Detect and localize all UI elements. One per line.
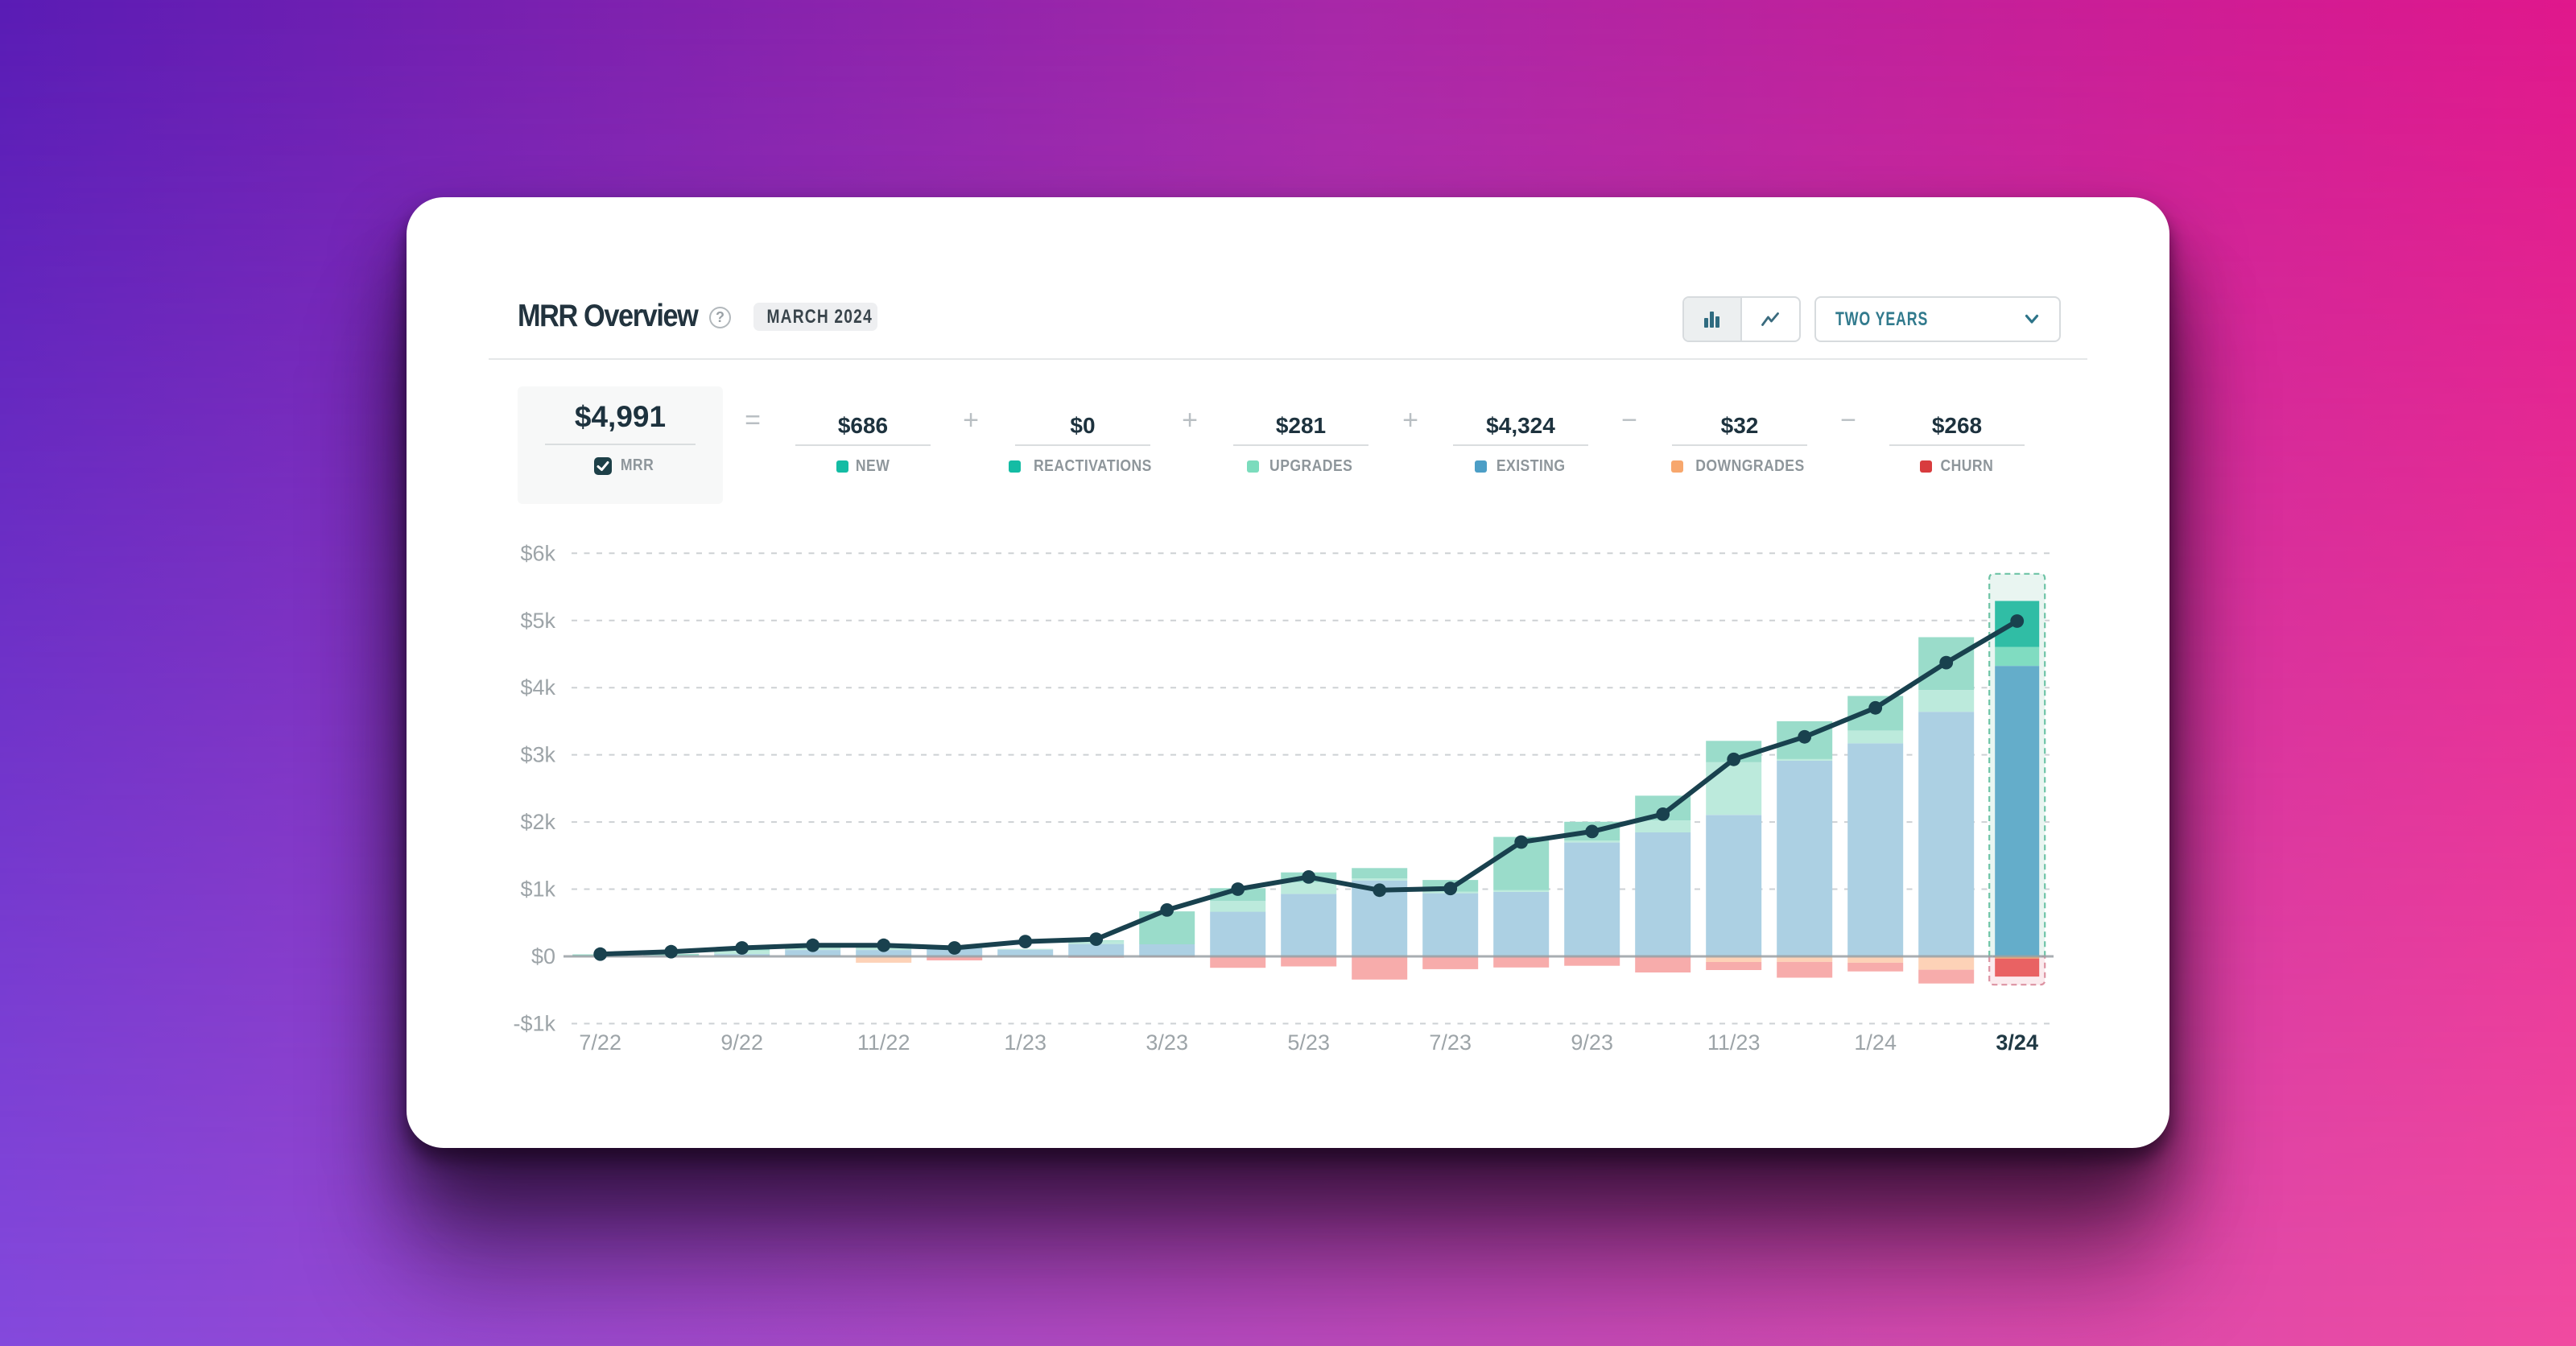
svg-text:7/23: 7/23 (1429, 1030, 1472, 1055)
svg-text:$5k: $5k (520, 609, 555, 633)
svg-text:5/23: 5/23 (1287, 1030, 1330, 1055)
svg-text:11/23: 11/23 (1707, 1030, 1761, 1055)
svg-text:$6k: $6k (520, 541, 555, 565)
svg-text:1/24: 1/24 (1854, 1030, 1897, 1055)
svg-text:$0: $0 (531, 944, 555, 968)
svg-text:11/22: 11/22 (857, 1030, 910, 1055)
svg-text:7/22: 7/22 (579, 1030, 621, 1055)
svg-text:$3k: $3k (520, 743, 555, 767)
svg-text:3/24: 3/24 (1996, 1030, 2038, 1055)
svg-text:9/22: 9/22 (720, 1030, 763, 1055)
svg-text:$4k: $4k (520, 675, 555, 700)
svg-text:3/23: 3/23 (1146, 1030, 1188, 1055)
svg-text:-$1k: -$1k (513, 1012, 555, 1036)
svg-text:$2k: $2k (520, 810, 555, 834)
svg-text:9/23: 9/23 (1571, 1030, 1613, 1055)
svg-text:1/23: 1/23 (1004, 1030, 1046, 1055)
svg-text:$1k: $1k (520, 877, 555, 902)
